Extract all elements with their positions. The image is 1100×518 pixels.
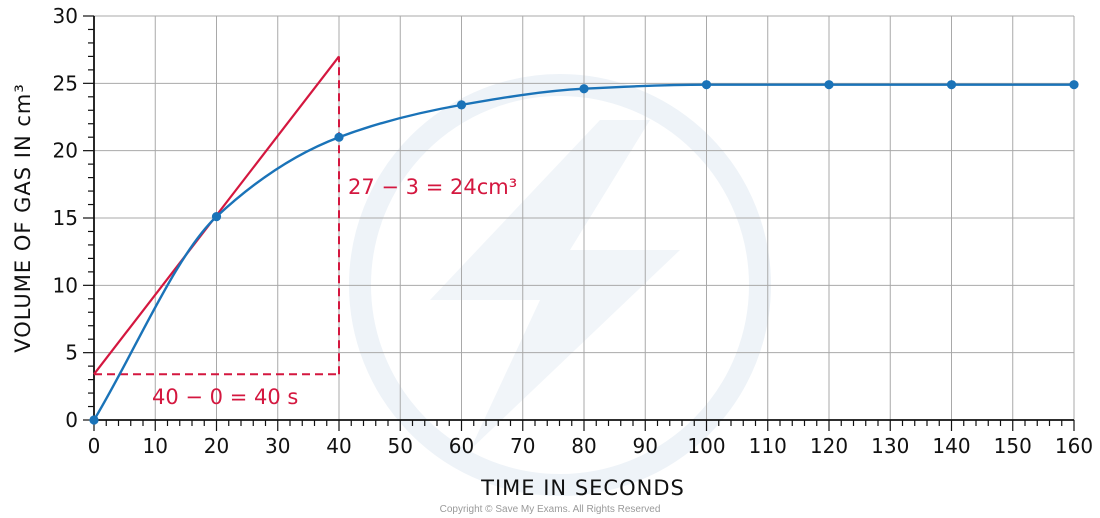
data-point xyxy=(334,132,344,142)
x-tick-label: 30 xyxy=(265,434,290,458)
x-tick-label: 60 xyxy=(449,434,474,458)
y-tick-label: 10 xyxy=(53,273,78,297)
data-point xyxy=(701,80,712,90)
y-axis-title: VOLUME OF GAS IN cm³ xyxy=(11,83,35,353)
y-tick-label: 25 xyxy=(53,71,78,95)
x-tick-label: 40 xyxy=(326,434,351,458)
x-axis-title: TIME IN SECONDS xyxy=(480,476,685,500)
x-tick-label: 120 xyxy=(810,434,848,458)
x-tick-label: 160 xyxy=(1055,434,1093,458)
x-tick-label: 50 xyxy=(388,434,413,458)
x-tick-label: 70 xyxy=(510,434,535,458)
data-point xyxy=(211,212,222,222)
x-tick-label: 140 xyxy=(932,434,970,458)
series-line xyxy=(92,83,1074,421)
x-tick-label: 10 xyxy=(143,434,168,458)
data-point xyxy=(89,415,99,425)
x-tick-label: 110 xyxy=(749,434,787,458)
series-layer xyxy=(89,80,1079,425)
x-tick-label: 150 xyxy=(994,434,1032,458)
x-tick-label: 130 xyxy=(871,434,909,458)
y-axis-ticks: 0 5 10 15 20 25 30 xyxy=(53,4,94,432)
x-tick-label: 80 xyxy=(571,434,596,458)
x-tick-label: 20 xyxy=(204,434,229,458)
y-tick-label: 0 xyxy=(65,408,78,432)
x-tick-label: 0 xyxy=(88,434,101,458)
x-tick-label: 90 xyxy=(633,434,658,458)
x-tick-label: 100 xyxy=(687,434,725,458)
copyright-notice: Copyright © Save My Exams. All Rights Re… xyxy=(440,504,661,515)
y-tick-label: 5 xyxy=(65,341,78,365)
y-tick-label: 30 xyxy=(53,4,78,28)
data-point xyxy=(1069,80,1079,90)
x-axis-ticks: 0 10 20 30 40 50 60 70 80 90 100 110 120 130 140 150 160 xyxy=(88,420,1093,458)
data-point xyxy=(824,80,834,90)
run-annotation: 40 − 0 = 40 s xyxy=(152,385,298,409)
y-tick-label: 15 xyxy=(53,206,78,230)
rise-annotation: 27 − 3 = 24cm³ xyxy=(348,175,517,199)
y-tick-label: 20 xyxy=(53,139,78,163)
data-point xyxy=(946,80,957,90)
data-point xyxy=(579,84,589,94)
grid-lines xyxy=(94,15,1075,420)
data-point xyxy=(456,100,467,110)
